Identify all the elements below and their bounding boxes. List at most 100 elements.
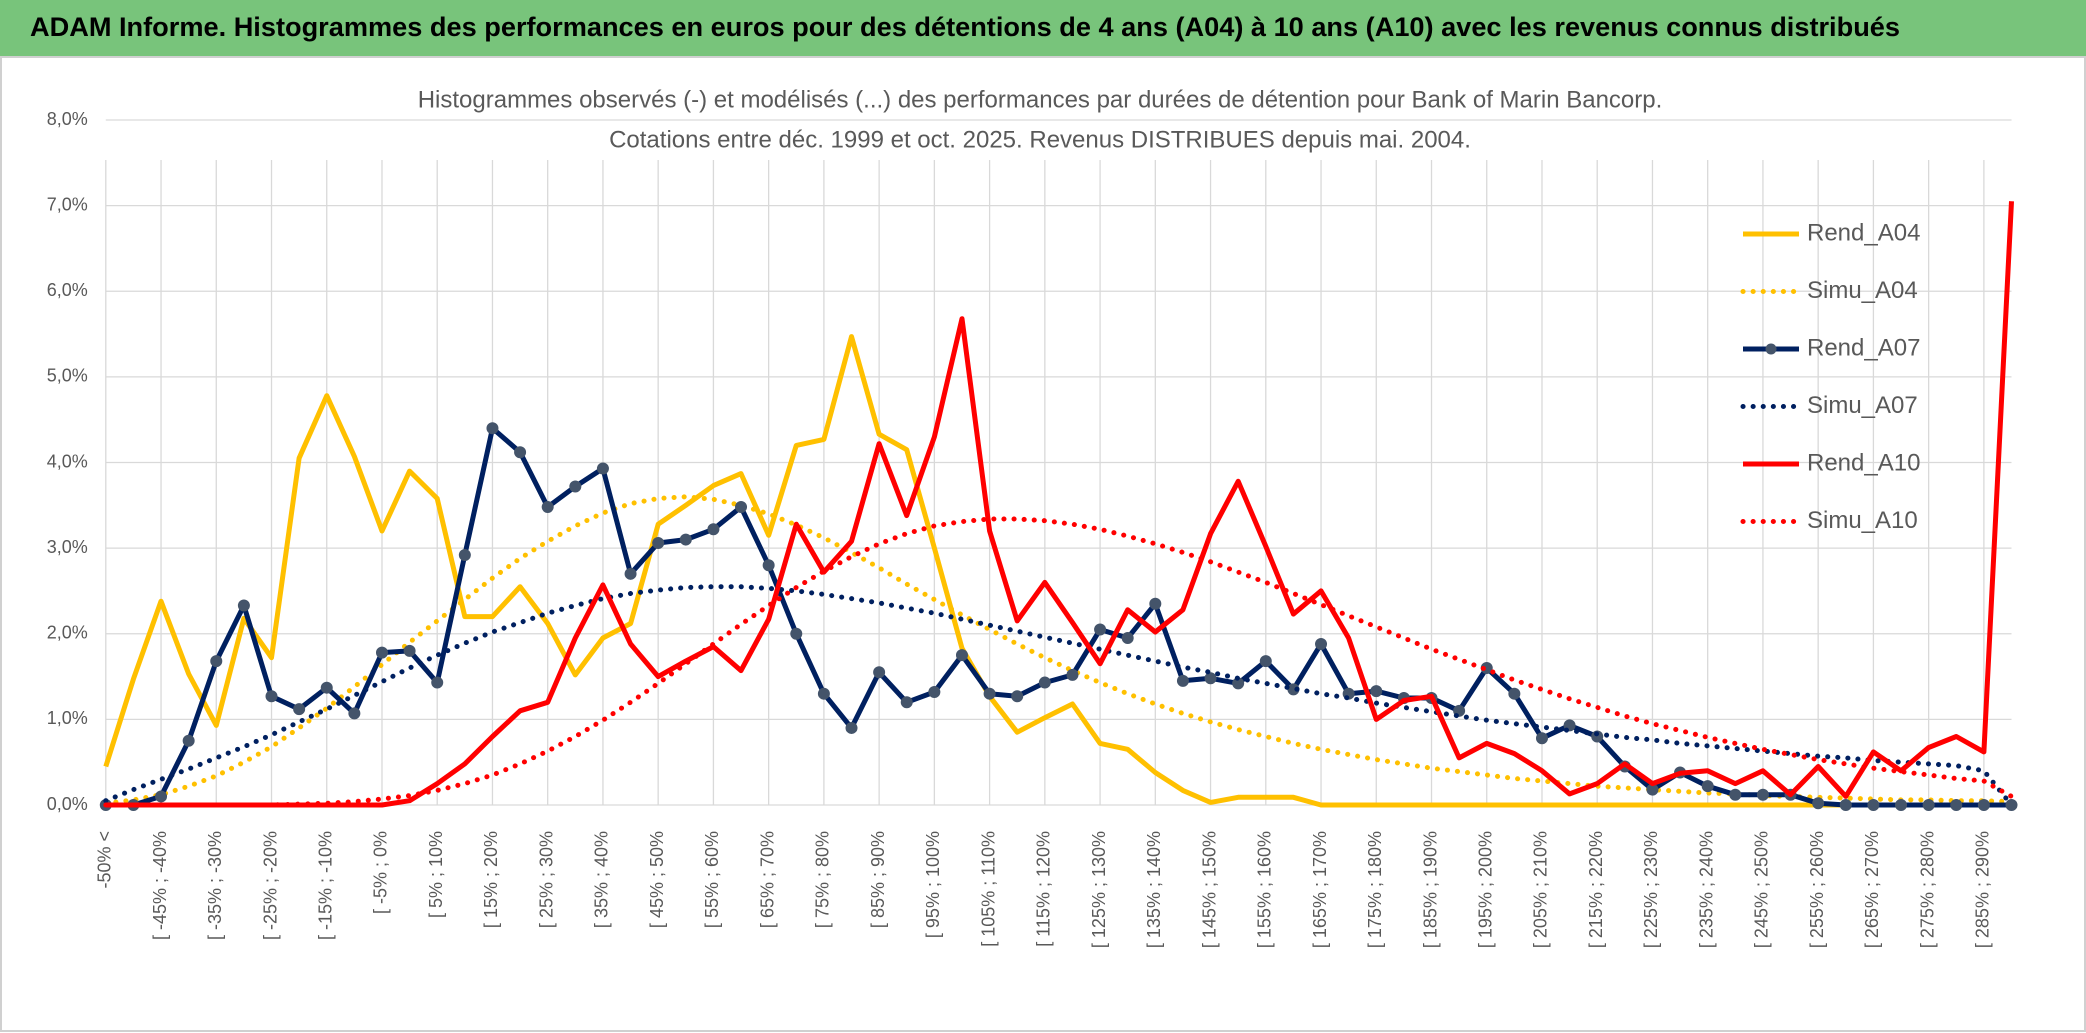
point (155, 790, 168, 803)
point (1315, 638, 1328, 651)
x-tick-label: [ 85% ; 90% (868, 831, 888, 928)
point (1867, 799, 1880, 811)
x-tick-label: -50% < (95, 831, 115, 889)
x-tick-label: [ 65% ; 70% (757, 831, 777, 928)
point (900, 696, 913, 709)
point (1149, 597, 1162, 610)
point (1756, 788, 1769, 801)
point (624, 567, 637, 580)
point (403, 644, 416, 657)
y-tick-label: 5,0% (47, 366, 88, 386)
point (1038, 676, 1051, 689)
point (596, 462, 609, 475)
legend-label: Simu_A07 (1807, 392, 1918, 419)
x-tick-label: [ 235% ; 240% (1696, 831, 1716, 948)
x-tick-label: [ 135% ; 140% (1144, 831, 1164, 948)
point (265, 690, 278, 703)
series-line (103, 494, 2014, 806)
x-tick-label: [ 225% ; 230% (1641, 831, 1661, 948)
legend-label: Simu_A10 (1807, 507, 1918, 534)
point (1011, 690, 1024, 703)
point (1508, 687, 1521, 700)
point (707, 523, 720, 536)
point (845, 721, 858, 734)
x-tick-label: [ 255% ; 260% (1807, 831, 1827, 948)
point (486, 422, 499, 435)
point (237, 599, 250, 612)
header-band (0, 0, 2086, 56)
point (1121, 632, 1134, 645)
point (1922, 799, 1935, 811)
point (735, 501, 748, 514)
series-line (103, 584, 2014, 808)
point (1812, 797, 1825, 810)
point (348, 707, 361, 720)
point (928, 685, 941, 698)
point (679, 533, 692, 546)
series-line (105, 425, 2012, 808)
point (652, 536, 665, 549)
point (1839, 799, 1852, 811)
x-tick-label: [ 275% ; 280% (1917, 831, 1937, 948)
point (375, 646, 388, 659)
x-tick-label: [ 215% ; 220% (1586, 831, 1606, 948)
legend-label: Simu_A04 (1807, 277, 1918, 304)
x-tick-label: [ -25% ; -20% (260, 831, 280, 940)
x-tick-label: [ 265% ; 270% (1862, 831, 1882, 948)
x-tick-label: [ 165% ; 170% (1310, 831, 1330, 948)
x-tick-label: [ 55% ; 60% (702, 831, 722, 928)
point (431, 676, 444, 689)
point (1895, 799, 1908, 811)
x-tick-label: [ 25% ; 30% (536, 831, 556, 928)
y-tick-label: 0,0% (47, 794, 88, 814)
point (293, 703, 306, 716)
x-tick-label: [ 175% ; 180% (1365, 831, 1385, 948)
header-title: ADAM Informe. Histogrammes des performan… (30, 12, 1900, 42)
y-tick-label: 7,0% (47, 194, 88, 214)
point (1977, 799, 1990, 811)
x-tick-label: [ 205% ; 210% (1531, 831, 1551, 948)
point (210, 655, 223, 668)
chart-title: Histogrammes observés (-) et modélisés (… (418, 86, 1663, 113)
x-tick-label: [ 185% ; 190% (1420, 831, 1440, 948)
point (1204, 672, 1217, 685)
point (1701, 780, 1714, 793)
x-tick-label: [ 75% ; 80% (813, 831, 833, 928)
legend-label: Rend_A04 (1807, 219, 1920, 246)
x-tick-label: [ 45% ; 50% (647, 831, 667, 928)
point (1535, 732, 1548, 745)
y-tick-label: 6,0% (47, 280, 88, 300)
x-tick-label: [ -35% ; -30% (205, 831, 225, 940)
y-tick-label: 3,0% (47, 537, 88, 557)
point (458, 548, 471, 561)
x-tick-label: [ 95% ; 100% (923, 831, 943, 938)
x-tick-label: [ 35% ; 40% (592, 831, 612, 928)
y-tick-label: 8,0% (47, 109, 88, 129)
legend-marker (1765, 343, 1777, 355)
point (817, 687, 830, 700)
point (1066, 668, 1079, 681)
y-tick-label: 2,0% (47, 623, 88, 643)
point (955, 649, 968, 662)
point (1094, 623, 1107, 636)
chart-subtitle: Cotations entre déc. 1999 et oct. 2025. … (609, 126, 1471, 153)
point (2005, 799, 2018, 811)
x-tick-label: [ 245% ; 250% (1752, 831, 1772, 948)
x-tick-label: [ 195% ; 200% (1475, 831, 1495, 948)
x-tick-label: [ 125% ; 130% (1089, 831, 1109, 948)
x-tick-label: [ 155% ; 160% (1255, 831, 1275, 948)
y-tick-label: 4,0% (47, 451, 88, 471)
x-tick-label: [ -45% ; -40% (150, 831, 170, 940)
series-line (103, 516, 2014, 808)
point (762, 559, 775, 572)
legend-label: Rend_A07 (1807, 334, 1920, 361)
point (514, 446, 527, 459)
point (569, 480, 582, 493)
point (1259, 655, 1272, 668)
x-tick-label: [ 105% ; 110% (978, 831, 998, 947)
point (1950, 799, 1963, 811)
x-tick-label: [ 5% ; 10% (426, 831, 446, 918)
point (541, 501, 554, 514)
series-line (103, 334, 2012, 808)
